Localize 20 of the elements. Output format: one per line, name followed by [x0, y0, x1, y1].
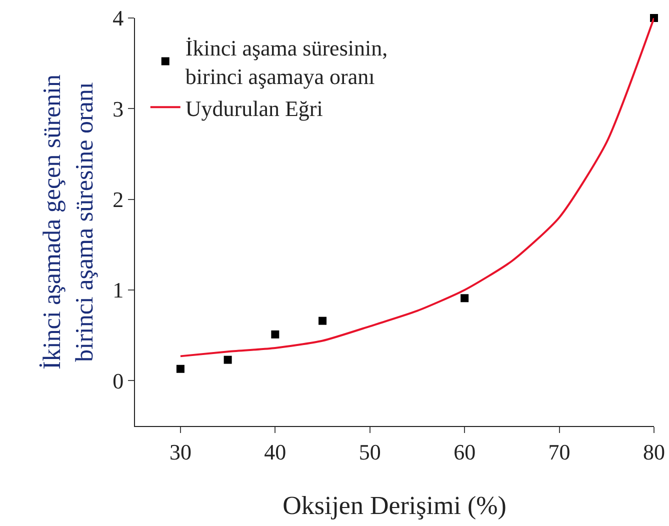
- y-tick-label: 3: [112, 96, 124, 122]
- legend-label: İkinci aşama süresinin, birinci aşamaya oranı: [185, 36, 388, 90]
- x-tick-label: 80: [643, 439, 665, 464]
- point: [271, 330, 280, 338]
- x-tick-label: 60: [454, 439, 476, 464]
- point: [460, 294, 469, 302]
- x-tick-label: 70: [548, 439, 570, 464]
- legend-label: Uydurulan Eğri: [185, 96, 323, 121]
- y-tick-label: 0: [112, 368, 124, 394]
- point: [318, 316, 327, 325]
- y-tick-label: 1: [112, 278, 124, 303]
- x-tick-label: 30: [169, 439, 192, 464]
- point: [224, 356, 232, 364]
- x-axis-title: Oksijen Derişimi (%): [282, 491, 506, 520]
- x-tick-label: 50: [358, 439, 381, 464]
- y-tick-label: 4: [112, 6, 124, 31]
- y-axis-title: İkinci aşamada geçen sürenin birinci aşama süresine oranı: [38, 74, 98, 370]
- point: [176, 364, 184, 373]
- x-tick-label: 40: [264, 439, 286, 464]
- y-tick-label: 2: [112, 187, 124, 212]
